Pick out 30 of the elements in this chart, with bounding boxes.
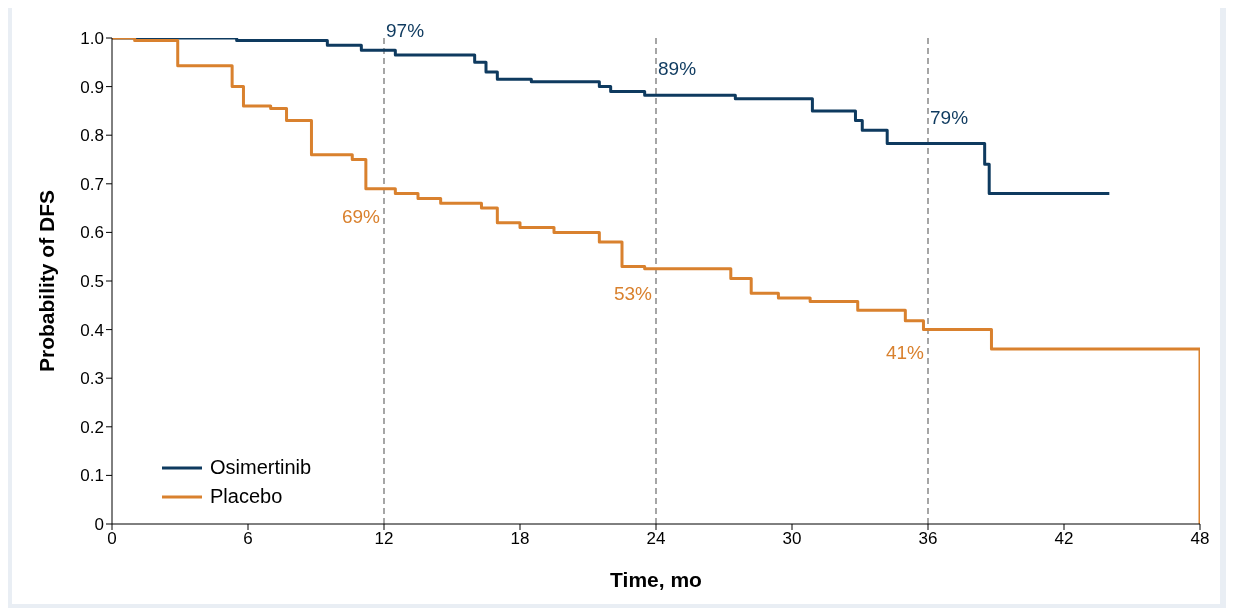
y-tick-label: 0.8 — [80, 126, 104, 146]
annotation: 97% — [386, 19, 425, 41]
y-tick-label: 0.4 — [80, 320, 104, 340]
x-tick-label: 30 — [782, 529, 802, 549]
x-tick-label: 24 — [646, 529, 666, 549]
y-axis-title: Probability of DFS — [35, 189, 59, 373]
y-tick-label: 0.3 — [80, 369, 104, 389]
y-tick-label: 0.5 — [80, 272, 104, 292]
x-tick-label: 0 — [107, 529, 117, 549]
y-tick-label: 0.9 — [80, 77, 104, 97]
annotation: 53% — [613, 283, 653, 305]
y-tick-label: 0.6 — [80, 223, 104, 243]
annotation: 89% — [658, 58, 697, 80]
annotation: 79% — [930, 107, 969, 129]
y-tick-label: 0.2 — [80, 417, 104, 437]
annotation: 41% — [885, 341, 925, 363]
x-tick-label: 18 — [510, 529, 530, 549]
x-tick-label: 6 — [243, 529, 253, 549]
y-tick-label: 0.7 — [80, 174, 104, 194]
legend-label: Osimertinib — [210, 456, 312, 479]
x-tick-label: 12 — [374, 529, 394, 549]
x-tick-label: 42 — [1054, 529, 1074, 549]
y-tick-label: 0.1 — [80, 466, 104, 486]
y-tick-label: 1.0 — [80, 29, 104, 49]
x-tick-label: 48 — [1190, 529, 1210, 549]
legend-label: Placebo — [210, 485, 283, 508]
x-tick-label: 36 — [918, 529, 938, 549]
x-axis-title: Time, mo — [610, 567, 702, 591]
annotation: 69% — [341, 205, 381, 227]
y-tick-label: 0 — [94, 515, 104, 535]
